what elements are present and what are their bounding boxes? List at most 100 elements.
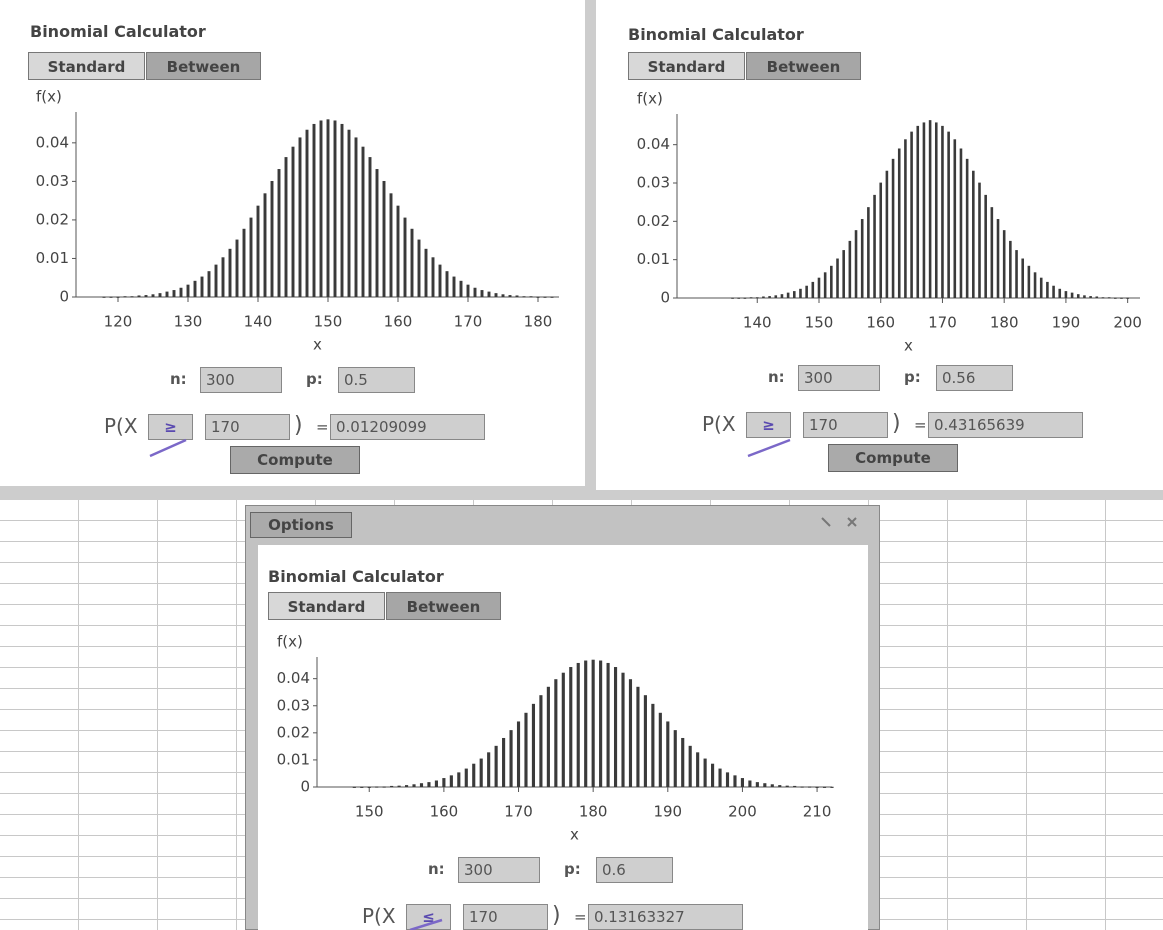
bar [166, 292, 169, 297]
bar [243, 229, 246, 297]
x-tick-label: 190 [1052, 314, 1081, 332]
bar [1108, 297, 1111, 298]
bar [457, 772, 460, 787]
bar [793, 786, 796, 787]
bar [886, 171, 889, 298]
bar [801, 786, 804, 787]
bar [348, 130, 351, 297]
bar [215, 265, 218, 297]
bar [849, 241, 852, 298]
bar [748, 781, 751, 788]
bar [696, 752, 699, 787]
bar [1077, 294, 1080, 298]
bar [659, 713, 662, 787]
page: Options Binomial CalculatorStandardBetwe… [0, 0, 1163, 930]
bar [180, 288, 183, 297]
bar [383, 181, 386, 297]
pen-stroke [410, 920, 442, 930]
bar [435, 781, 438, 788]
bar [1089, 296, 1092, 298]
bar [750, 297, 753, 298]
y-tick-label: 0.02 [277, 723, 310, 741]
bar [398, 786, 401, 787]
bar [1065, 291, 1068, 298]
bar [313, 124, 316, 297]
bar [1071, 293, 1074, 298]
y-tick-label: 0 [300, 778, 310, 796]
bar [1102, 297, 1105, 298]
bar [341, 124, 344, 297]
bar [704, 759, 707, 787]
bar [941, 126, 944, 298]
y-axis-label: f(x) [637, 90, 663, 108]
bar [1003, 230, 1006, 298]
bar [1095, 296, 1098, 298]
bar [1120, 298, 1123, 299]
bar [991, 207, 994, 298]
bar [236, 240, 239, 297]
x-tick-label: 180 [524, 313, 553, 331]
bar [222, 257, 225, 297]
bar [411, 229, 414, 297]
bar [487, 752, 490, 787]
bar [390, 193, 393, 297]
bar [551, 297, 554, 298]
bar [376, 169, 379, 297]
bar [674, 730, 677, 787]
bar [805, 286, 808, 298]
bar [524, 713, 527, 787]
bar [954, 139, 957, 298]
bar [547, 687, 550, 787]
bar [201, 277, 204, 297]
bar [812, 282, 815, 298]
bar [726, 772, 729, 787]
bar [509, 730, 512, 787]
bar [320, 120, 323, 297]
bar [898, 149, 901, 299]
bar [689, 746, 692, 787]
bar [614, 667, 617, 787]
bar [453, 277, 456, 297]
bar [427, 782, 430, 787]
bar [278, 169, 281, 297]
restore-icon[interactable] [822, 518, 830, 526]
bar [412, 784, 415, 787]
bar [517, 721, 520, 787]
y-tick-label: 0.02 [36, 210, 69, 228]
bar [145, 295, 148, 297]
bar [334, 120, 337, 297]
bar [818, 278, 821, 298]
x-tick-label: 200 [728, 803, 757, 821]
bar [711, 764, 714, 787]
bar [488, 292, 491, 297]
bar [621, 673, 624, 787]
bar [138, 295, 141, 297]
bar [1126, 298, 1129, 299]
y-tick-label: 0.04 [36, 133, 69, 151]
y-tick-label: 0.01 [277, 750, 310, 768]
bar [984, 195, 987, 298]
bar [131, 296, 134, 297]
bar [103, 297, 106, 298]
y-tick-label: 0.01 [637, 250, 670, 268]
bar [405, 785, 408, 787]
bar [629, 679, 632, 787]
bar [1052, 286, 1055, 298]
bar [187, 285, 190, 297]
x-tick-label: 130 [174, 313, 203, 331]
bar [744, 298, 747, 299]
y-tick-label: 0.03 [637, 174, 670, 192]
bar [159, 293, 162, 297]
bar [569, 667, 572, 787]
bar [778, 785, 781, 787]
bar [786, 786, 789, 787]
bar [420, 783, 423, 787]
bar [208, 271, 211, 297]
x-axis-label: x [313, 336, 322, 354]
bar [824, 272, 827, 298]
bar [481, 290, 484, 297]
bar [375, 786, 378, 787]
x-tick-label: 210 [803, 803, 832, 821]
bar [935, 122, 938, 298]
bar [1028, 266, 1031, 298]
